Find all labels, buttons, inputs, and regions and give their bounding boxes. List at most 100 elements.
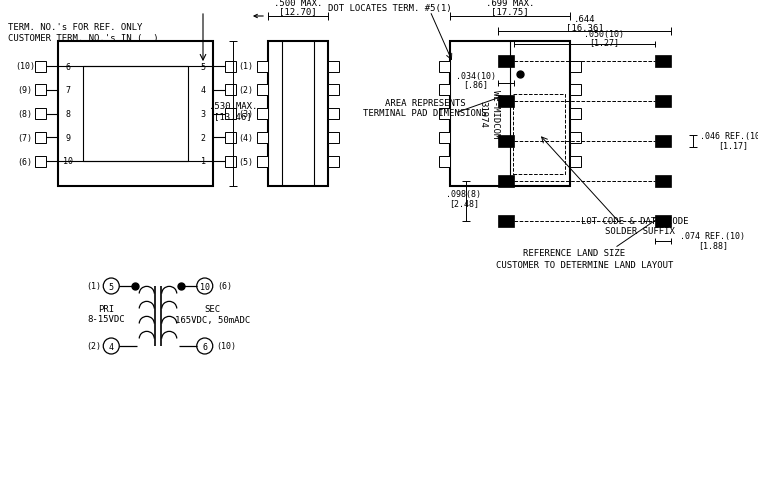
Bar: [513, 95, 565, 175]
Bar: [498, 176, 514, 188]
Text: [13.46]: [13.46]: [215, 112, 252, 121]
Bar: [655, 136, 671, 148]
Bar: [655, 176, 671, 188]
Text: (10): (10): [15, 63, 35, 71]
Text: (2): (2): [86, 342, 101, 351]
Bar: [439, 109, 450, 120]
Bar: [655, 215, 671, 227]
Bar: [35, 156, 46, 167]
Text: 4: 4: [108, 342, 114, 351]
Text: .530 MAX.: .530 MAX.: [208, 102, 257, 111]
Text: .074 REF.(10): .074 REF.(10): [681, 232, 746, 241]
Text: (1): (1): [239, 63, 253, 71]
Text: [1.17]: [1.17]: [718, 141, 748, 150]
Bar: [655, 56, 671, 68]
Text: .050(10): .050(10): [584, 30, 625, 39]
Bar: [225, 109, 236, 120]
Text: (6): (6): [17, 157, 33, 166]
Text: [1.88]: [1.88]: [698, 241, 728, 250]
Bar: [328, 109, 339, 120]
Bar: [570, 109, 581, 120]
Text: DOT LOCATES TERM. #5(1): DOT LOCATES TERM. #5(1): [328, 4, 452, 13]
Bar: [570, 62, 581, 72]
Text: (9): (9): [17, 86, 33, 95]
Text: REFERENCE LAND SIZE: REFERENCE LAND SIZE: [524, 249, 625, 258]
Text: .644: .644: [574, 15, 595, 24]
Bar: [257, 62, 268, 72]
Text: 1: 1: [201, 157, 205, 166]
Text: [.86]: [.86]: [463, 80, 488, 89]
Text: .699 MAX.: .699 MAX.: [486, 0, 534, 8]
Text: (5): (5): [239, 157, 253, 166]
Bar: [35, 62, 46, 72]
Text: LOT CODE & DATE CODE: LOT CODE & DATE CODE: [581, 217, 689, 226]
Bar: [328, 132, 339, 143]
Text: 7: 7: [65, 86, 70, 95]
Bar: [450, 42, 570, 187]
Bar: [83, 67, 188, 162]
Bar: [257, 109, 268, 120]
Text: 5: 5: [201, 63, 205, 71]
Bar: [257, 132, 268, 143]
Text: TERMINAL PAD DIMENSIONS: TERMINAL PAD DIMENSIONS: [363, 109, 487, 118]
Text: CUSTOMER TERM. NO.'s IN (  ): CUSTOMER TERM. NO.'s IN ( ): [8, 34, 158, 43]
Text: SOLDER SUFFIX: SOLDER SUFFIX: [605, 227, 675, 236]
Text: TERM. NO.'s FOR REF. ONLY: TERM. NO.'s FOR REF. ONLY: [8, 24, 143, 33]
Text: (2): (2): [239, 86, 253, 95]
Text: .046 REF.(10): .046 REF.(10): [700, 132, 758, 141]
Bar: [655, 96, 671, 108]
Text: (3): (3): [239, 110, 253, 119]
Text: (1): (1): [86, 282, 101, 291]
Text: (10): (10): [217, 342, 236, 351]
Text: .098(8): .098(8): [446, 189, 481, 198]
Bar: [58, 42, 213, 187]
Bar: [257, 156, 268, 167]
Bar: [225, 156, 236, 167]
Bar: [498, 96, 514, 108]
Text: CUSTOMER TO DETERMINE LAND LAYOUT: CUSTOMER TO DETERMINE LAND LAYOUT: [496, 261, 673, 270]
Text: 5: 5: [108, 282, 114, 291]
Bar: [225, 132, 236, 143]
Text: [1.27]: [1.27]: [590, 39, 619, 48]
Bar: [570, 85, 581, 96]
Text: .034(10): .034(10): [456, 71, 496, 80]
Bar: [35, 85, 46, 96]
Text: PRI: PRI: [99, 304, 114, 313]
Text: (8): (8): [17, 110, 33, 119]
Text: (7): (7): [17, 133, 33, 142]
Bar: [328, 62, 339, 72]
Text: [12.70]: [12.70]: [279, 8, 317, 17]
Text: 165VDC, 50mADC: 165VDC, 50mADC: [175, 315, 250, 324]
Bar: [225, 85, 236, 96]
Text: 6: 6: [65, 63, 70, 71]
Bar: [439, 85, 450, 96]
Text: 6: 6: [202, 342, 207, 351]
Text: 8: 8: [65, 110, 70, 119]
Text: [17.75]: [17.75]: [491, 8, 529, 17]
Text: [2.48]: [2.48]: [449, 199, 479, 208]
Bar: [439, 156, 450, 167]
Bar: [570, 156, 581, 167]
Text: 2: 2: [201, 133, 205, 142]
Bar: [570, 132, 581, 143]
Bar: [498, 56, 514, 68]
Text: 10: 10: [200, 282, 210, 291]
Bar: [328, 85, 339, 96]
Bar: [439, 62, 450, 72]
Text: (6): (6): [218, 282, 232, 291]
Bar: [439, 132, 450, 143]
Text: 9: 9: [65, 133, 70, 142]
Text: AREA REPRESENTS: AREA REPRESENTS: [385, 99, 465, 108]
Text: 10: 10: [63, 157, 73, 166]
Bar: [498, 136, 514, 148]
Bar: [225, 62, 236, 72]
Text: WE-MIDCOM: WE-MIDCOM: [491, 90, 500, 138]
Bar: [35, 132, 46, 143]
Text: SEC: SEC: [205, 304, 221, 313]
Text: 4: 4: [201, 86, 205, 95]
Text: 8-15VDC: 8-15VDC: [87, 315, 125, 324]
Bar: [35, 109, 46, 120]
Bar: [328, 156, 339, 167]
Text: 31974: 31974: [478, 101, 487, 128]
Text: 3: 3: [201, 110, 205, 119]
